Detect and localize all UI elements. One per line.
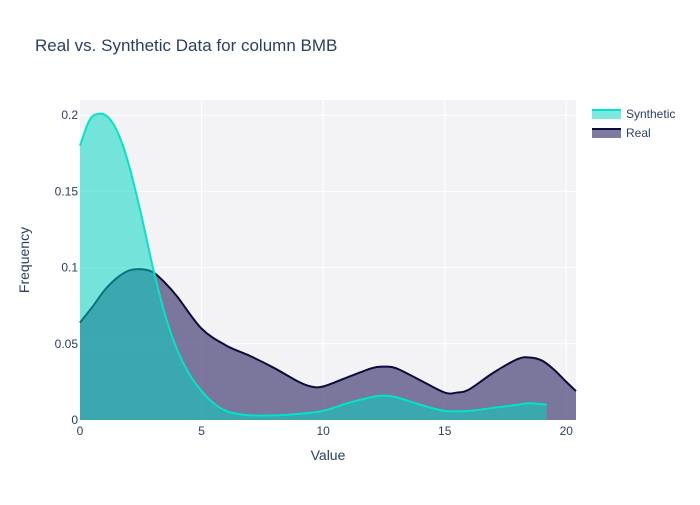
y-axis-label: Frequency	[16, 227, 32, 293]
legend-label: Synthetic	[626, 107, 675, 121]
x-tick-label: 20	[560, 424, 574, 438]
x-tick-label: 10	[316, 424, 330, 438]
x-axis-label: Value	[311, 447, 346, 463]
legend-swatch-fill	[592, 128, 621, 138]
y-tick-label: 0.15	[55, 184, 79, 198]
series-areas	[79, 112, 577, 421]
area-real	[80, 269, 576, 420]
line-synthetic	[79, 112, 547, 417]
legend: Synthetic Real	[592, 107, 675, 140]
x-tick-labels: 0 5 10 15 20	[77, 424, 574, 438]
y-tick-label: 0.1	[61, 261, 78, 275]
x-tick-label: 5	[198, 424, 205, 438]
legend-item-real[interactable]: Real	[592, 126, 651, 140]
y-tick-label: 0.05	[55, 337, 79, 351]
legend-item-synthetic[interactable]: Synthetic	[592, 107, 675, 121]
y-tick-label: 0.2	[61, 108, 78, 122]
x-tick-label: 15	[438, 424, 452, 438]
x-tick-label: 0	[77, 424, 84, 438]
area-synthetic	[80, 113, 547, 421]
legend-label: Real	[626, 126, 651, 140]
chart-title: Real vs. Synthetic Data for column BMB	[35, 36, 337, 55]
grid-lines	[80, 100, 576, 420]
y-tick-labels: 0 0.05 0.1 0.15 0.2	[55, 108, 79, 427]
legend-swatch-fill	[592, 109, 621, 119]
y-tick-label: 0	[71, 413, 78, 427]
